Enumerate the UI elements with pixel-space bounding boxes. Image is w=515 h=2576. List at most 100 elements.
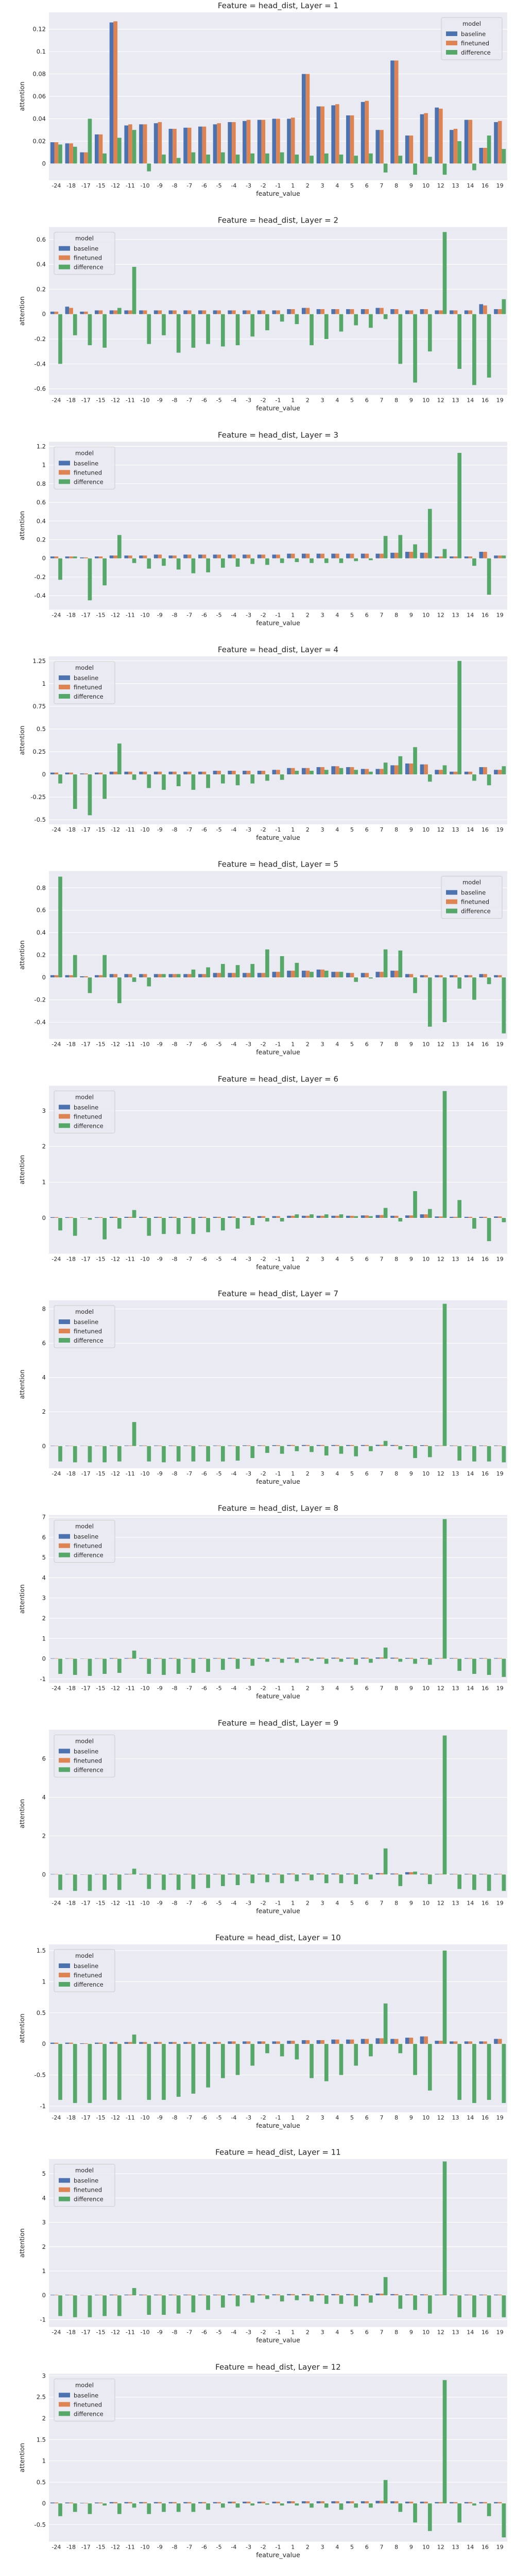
bar-baseline (109, 2042, 114, 2044)
x-tick-label: -4 (231, 826, 236, 833)
y-tick-label: 0 (42, 2292, 46, 2299)
bar-finetuned (497, 2039, 502, 2044)
bar-baseline (243, 1216, 247, 1218)
bar-baseline (168, 1216, 173, 1218)
bar-baseline (243, 310, 247, 314)
y-tick-label: 6 (42, 1534, 46, 1541)
x-tick-label: -2 (261, 397, 266, 404)
x-tick-label: 2 (306, 1470, 310, 1477)
bar-baseline (331, 105, 336, 164)
legend-swatch-finetuned (59, 1758, 70, 1763)
bar-finetuned (173, 771, 177, 775)
bar-difference (265, 1446, 269, 1453)
bar-finetuned (305, 308, 310, 314)
bar-finetuned (83, 2043, 88, 2044)
y-tick-label: -0.5 (35, 2072, 46, 2079)
x-axis-label: feature_value (256, 619, 300, 626)
bar-difference (383, 2480, 388, 2504)
x-tick-label: 8 (394, 612, 398, 618)
x-tick-label: -17 (81, 1041, 91, 1048)
x-tick-label: -11 (126, 1685, 135, 1692)
bar-finetuned (320, 1873, 324, 1875)
bar-baseline (494, 2502, 498, 2504)
bar-baseline (213, 310, 217, 314)
bar-baseline (109, 1216, 114, 1218)
chart-title: Feature = head_dist, Layer = 10 (215, 1933, 341, 1943)
bar-baseline (316, 553, 321, 558)
bar-baseline (65, 1217, 70, 1218)
x-tick-label: -5 (216, 1900, 222, 1906)
legend-swatch-baseline (446, 890, 457, 895)
bar-finetuned (438, 310, 443, 314)
bar-finetuned (113, 1216, 118, 1218)
bar-finetuned (128, 2042, 132, 2044)
bar-difference (250, 1446, 255, 1459)
bar-difference (413, 163, 417, 175)
bar-difference (487, 135, 491, 164)
x-tick-label: -24 (52, 1041, 61, 1048)
bar-finetuned (232, 2041, 236, 2044)
bar-baseline (95, 1658, 99, 1659)
bar-baseline (390, 1445, 394, 1446)
bar-difference (88, 314, 92, 346)
y-tick-label: 0 (42, 1655, 46, 1663)
bar-difference (413, 2503, 417, 2523)
bar-difference (117, 1874, 122, 1890)
bar-baseline (301, 768, 306, 775)
bar-baseline (346, 1873, 350, 1875)
bar-difference (132, 1869, 136, 1875)
bar-baseline (360, 2501, 365, 2504)
bar-difference (132, 266, 136, 314)
bar-baseline (390, 1873, 394, 1875)
bar-finetuned (232, 1216, 236, 1218)
bar-baseline (464, 120, 469, 164)
bar-difference (132, 2503, 136, 2508)
x-tick-label: -1 (276, 2544, 281, 2550)
x-tick-label: 12 (437, 1900, 444, 1906)
chart-panel-layer-12: Feature = head_dist, Layer = 12-0.500.51… (18, 2362, 507, 2558)
bar-baseline (213, 2502, 217, 2504)
bar-baseline (316, 767, 321, 775)
bar-difference (206, 2503, 210, 2510)
bar-baseline (331, 1215, 336, 1218)
y-tick-label: 1.25 (32, 657, 46, 665)
bar-difference (457, 2295, 461, 2317)
y-tick-label: -0.2 (35, 573, 46, 581)
y-tick-label: 7 (42, 1514, 46, 1521)
y-tick-label: 0.8 (37, 480, 46, 487)
bar-difference (427, 314, 432, 352)
legend-swatch-difference (59, 479, 70, 484)
bar-finetuned (320, 106, 324, 164)
x-tick-label: 13 (452, 2114, 459, 2121)
bar-finetuned (305, 2294, 310, 2296)
bar-difference (369, 2503, 373, 2508)
x-tick-label: 14 (467, 612, 474, 618)
y-tick-label: 0.6 (37, 236, 46, 243)
bar-finetuned (424, 764, 428, 775)
bar-difference (442, 232, 447, 314)
bar-difference (457, 141, 461, 164)
bar-difference (235, 1446, 240, 1461)
legend-swatch-baseline (59, 1319, 70, 1324)
bar-finetuned (217, 2042, 221, 2044)
x-tick-label: 16 (482, 2329, 489, 2336)
x-tick-label: 7 (380, 397, 383, 404)
bar-baseline (479, 974, 484, 978)
bar-finetuned (276, 554, 280, 558)
x-tick-label: 19 (496, 1041, 504, 1048)
x-tick-label: 2 (306, 182, 310, 189)
x-tick-label: -7 (186, 1256, 192, 1262)
bar-difference (427, 1658, 432, 1665)
x-tick-label: -11 (126, 2114, 135, 2121)
bar-baseline (390, 1215, 394, 1218)
x-tick-label: -9 (157, 612, 163, 618)
bar-difference (235, 2044, 240, 2075)
y-tick-label: 4 (42, 1793, 46, 1801)
bar-difference (88, 2044, 92, 2103)
y-tick-label: 0 (42, 974, 46, 981)
bar-finetuned (453, 556, 458, 558)
bar-difference (147, 1217, 151, 1236)
bar-difference (442, 1951, 447, 2044)
bar-baseline (375, 553, 380, 558)
